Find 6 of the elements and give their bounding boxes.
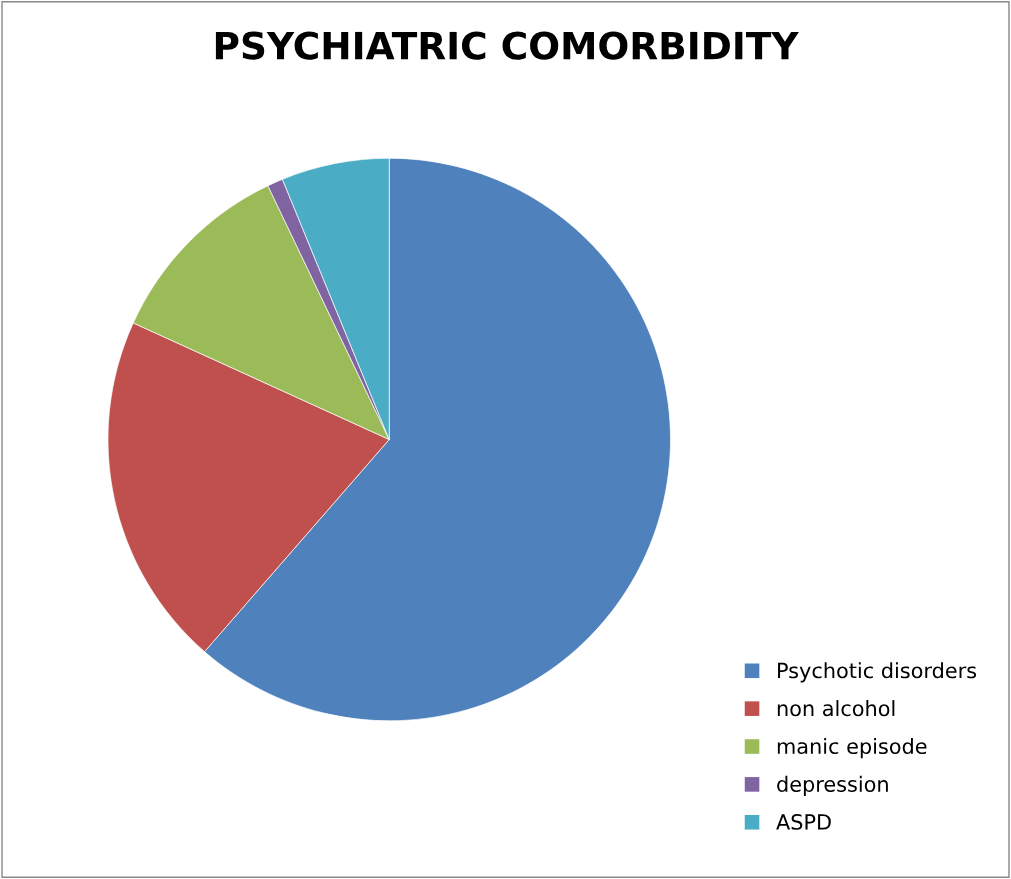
legend-label: Psychotic disorders <box>778 662 977 683</box>
chart-title: PSYCHIATRIC COMORBIDITY <box>215 31 799 60</box>
legend-label: depression <box>777 775 888 797</box>
legend-label: manic episode <box>777 737 927 759</box>
legend-label: ASPD <box>776 814 831 830</box>
legend-label: non alcohol <box>777 700 895 717</box>
